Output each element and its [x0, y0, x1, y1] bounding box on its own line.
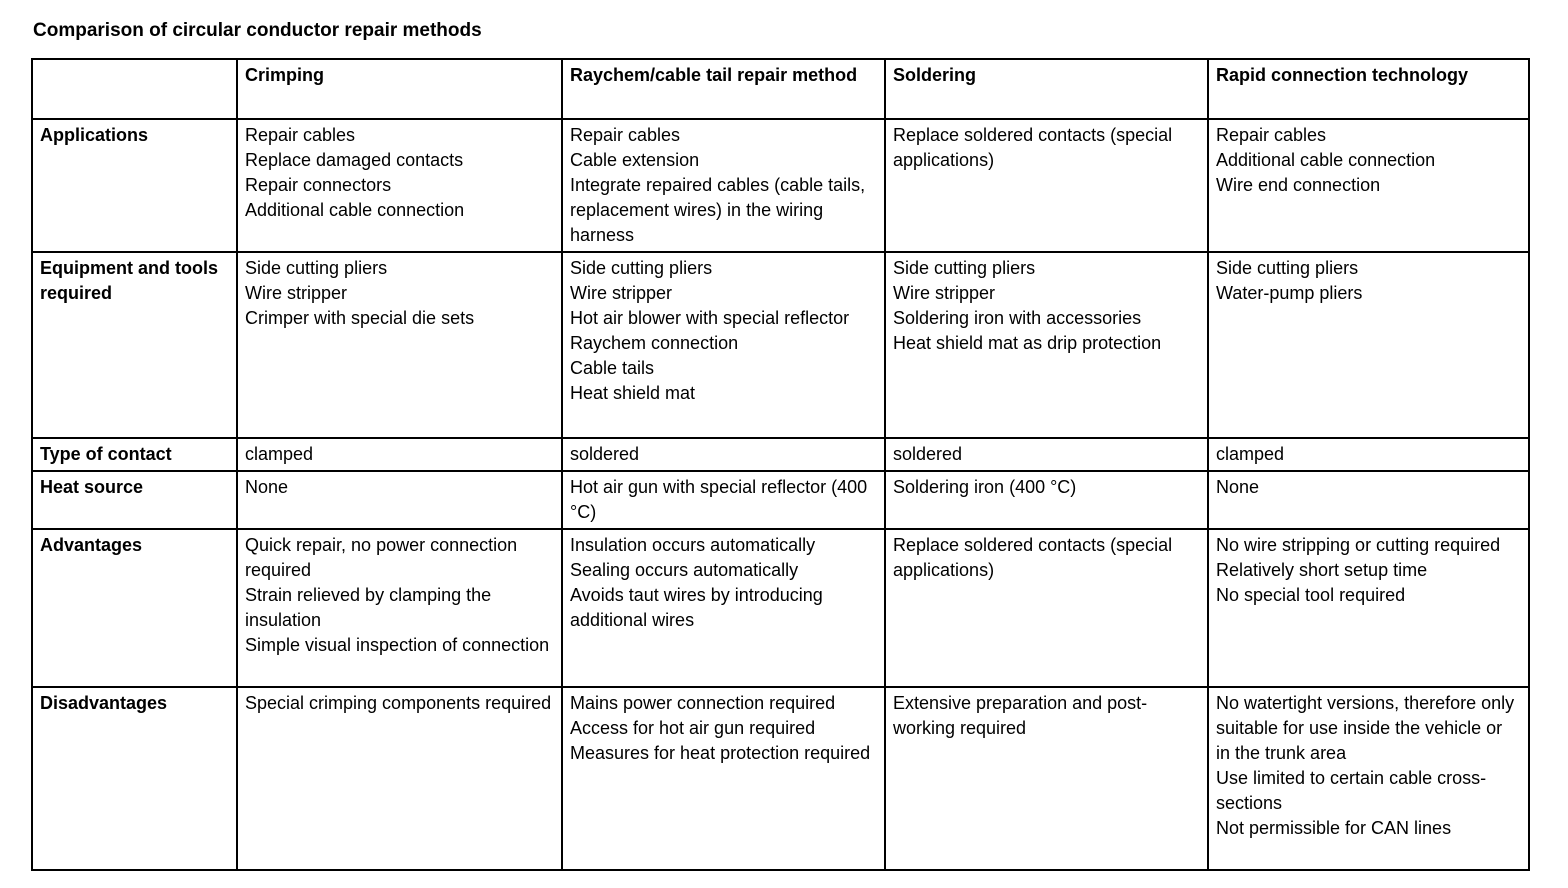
header-cell-raychem: Raychem/cable tail repair method: [561, 58, 886, 120]
table-cell: None: [236, 470, 563, 530]
cell-line: Extensive preparation and post-working r…: [893, 693, 1148, 738]
cell-line: Avoids taut wires by introducing additio…: [570, 585, 823, 630]
cell-line: Repair cables: [570, 125, 681, 145]
table-cell: Repair cables Replace damaged contacts Rep…: [236, 118, 563, 253]
page-title: Comparison of circular conductor repair …: [33, 20, 482, 41]
cell-line: Wire stripper: [570, 283, 673, 303]
table-cell: Side cutting pliers Water-pump pliers: [1207, 251, 1530, 439]
cell-line: Repair cables: [1216, 125, 1327, 145]
cell-line: Hot air gun with special reflector (400 …: [570, 477, 868, 522]
table-cell: clamped: [1207, 437, 1530, 472]
cell-line: Insulation occurs automatically: [570, 535, 816, 555]
cell-line: Wire end connection: [1216, 175, 1381, 195]
table-header: Crimping Raychem/cable tail repair metho…: [31, 58, 1530, 120]
table-cell: Quick repair, no power connection requir…: [236, 528, 563, 688]
cell-line: Soldering iron (400 °C): [893, 477, 1077, 497]
cell-line: Side cutting pliers: [893, 258, 1036, 278]
table-cell: No wire stripping or cutting required Rel…: [1207, 528, 1530, 688]
cell-line: Strain relieved by clamping the insulati…: [245, 585, 492, 630]
table-cell: Replace soldered contacts (special appli…: [884, 118, 1209, 253]
cell-line: Simple visual inspection of connection: [245, 635, 550, 655]
header-cell-rapid-connection: Rapid connection technology: [1207, 58, 1530, 120]
cell-line: Wire stripper: [245, 283, 348, 303]
cell-line: Cable tails: [570, 358, 655, 378]
cell-line: Repair connectors: [245, 175, 392, 195]
table-cell: Repair cables Additional cable connection…: [1207, 118, 1530, 253]
cell-line: clamped: [245, 444, 314, 464]
cell-line: Additional cable connection: [245, 200, 465, 220]
table-cell: soldered: [561, 437, 886, 472]
header-cell-empty: [31, 58, 238, 120]
cell-line: Mains power connection required: [570, 693, 836, 713]
row-header-equipment-and-tools-required: Equipment and tools required: [31, 251, 238, 439]
cell-line: Side cutting pliers: [1216, 258, 1359, 278]
cell-line: clamped: [1216, 444, 1285, 464]
table-cell: Side cutting pliers Wire stripper Solderin…: [884, 251, 1209, 439]
table-cell: Hot air gun with special reflector (400 …: [561, 470, 886, 530]
table-cell: None: [1207, 470, 1530, 530]
header-cell-crimping: Crimping: [236, 58, 563, 120]
table-cell: Repair cables Cable extension Integrate re…: [561, 118, 886, 253]
cell-line: soldered: [570, 444, 640, 464]
cell-line: Access for hot air gun required: [570, 718, 816, 738]
table-cell: Replace soldered contacts (special appli…: [884, 528, 1209, 688]
cell-line: Heat shield mat as drip protection: [893, 333, 1162, 353]
cell-line: Integrate repaired cables (cable tails, …: [570, 175, 866, 245]
table-cell: Mains power connection required Access fo…: [561, 686, 886, 871]
cell-line: Hot air blower with special reflector: [570, 308, 850, 328]
cell-line: Cable extension: [570, 150, 700, 170]
cell-line: Water-pump pliers: [1216, 283, 1363, 303]
cell-line: No special tool required: [1216, 585, 1406, 605]
cell-line: Quick repair, no power connection requir…: [245, 535, 518, 580]
row-header-heat-source: Heat source: [31, 470, 238, 530]
cell-line: Heat shield mat: [570, 383, 696, 403]
cell-line: Repair cables: [245, 125, 356, 145]
table-body: Applications Repair cables Replace damaged…: [31, 118, 1530, 871]
table-cell: Side cutting pliers Wire stripper Hot air …: [561, 251, 886, 439]
cell-line: Special crimping components required: [245, 693, 552, 713]
row-header-type-of-contact: Type of contact: [31, 437, 238, 472]
cell-line: Additional cable connection: [1216, 150, 1436, 170]
table-cell: Insulation occurs automatically Sealing o…: [561, 528, 886, 688]
cell-line: Side cutting pliers: [570, 258, 713, 278]
cell-line: Wire stripper: [893, 283, 996, 303]
row-header-disadvantages: Disadvantages: [31, 686, 238, 871]
cell-line: Measures for heat protection required: [570, 743, 871, 763]
table-cell: Special crimping components required: [236, 686, 563, 871]
comparison-table: Crimping Raychem/cable tail repair metho…: [31, 58, 1530, 871]
cell-line: soldered: [893, 444, 963, 464]
table-row: Applications Repair cables Replace damaged…: [31, 118, 1530, 253]
cell-line: Crimper with special die sets: [245, 308, 475, 328]
table-row: Type of contact clamped soldered soldered cl…: [31, 437, 1530, 472]
header-row: Crimping Raychem/cable tail repair metho…: [31, 58, 1530, 120]
table-row: Heat source None Hot air gun with special …: [31, 470, 1530, 530]
cell-line: No wire stripping or cutting required: [1216, 535, 1501, 555]
table-cell: Side cutting pliers Wire stripper Crimper …: [236, 251, 563, 439]
cell-line: Use limited to certain cable cross-secti…: [1216, 768, 1487, 813]
table-row: Equipment and tools required Side cutting…: [31, 251, 1530, 439]
table-cell: clamped: [236, 437, 563, 472]
header-cell-soldering: Soldering: [884, 58, 1209, 120]
cell-line: Replace soldered contacts (special appli…: [893, 535, 1173, 580]
table-cell: Extensive preparation and post-working r…: [884, 686, 1209, 871]
table-cell: Soldering iron (400 °C): [884, 470, 1209, 530]
cell-line: None: [245, 477, 289, 497]
cell-line: Raychem connection: [570, 333, 739, 353]
cell-line: Relatively short setup time: [1216, 560, 1428, 580]
cell-line: Replace damaged contacts: [245, 150, 464, 170]
cell-line: No watertight versions, therefore only s…: [1216, 693, 1515, 763]
cell-line: None: [1216, 477, 1260, 497]
table-row: Disadvantages Special crimping components…: [31, 686, 1530, 871]
cell-line: Replace soldered contacts (special appli…: [893, 125, 1173, 170]
row-header-advantages: Advantages: [31, 528, 238, 688]
cell-line: Soldering iron with accessories: [893, 308, 1142, 328]
cell-line: Not permissible for CAN lines: [1216, 818, 1452, 838]
row-header-applications: Applications: [31, 118, 238, 253]
cell-line: Sealing occurs automatically: [570, 560, 799, 580]
table-cell: soldered: [884, 437, 1209, 472]
cell-line: Side cutting pliers: [245, 258, 388, 278]
table-row: Advantages Quick repair, no power connect…: [31, 528, 1530, 688]
table-cell: No watertight versions, therefore only s…: [1207, 686, 1530, 871]
